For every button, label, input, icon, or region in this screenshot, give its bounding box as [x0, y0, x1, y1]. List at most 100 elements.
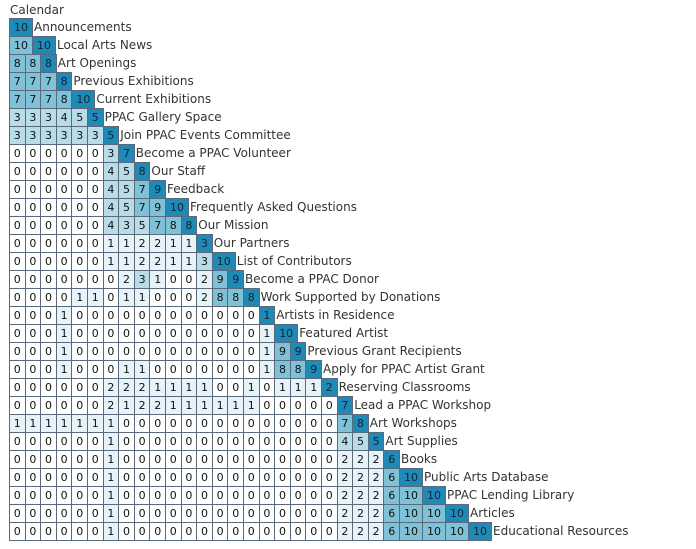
matrix-cell: 0	[87, 522, 104, 541]
matrix-cell: 0	[71, 198, 88, 217]
matrix-cell: 1	[87, 414, 104, 433]
matrix-cell: 1	[102, 486, 120, 505]
matrix-cell: 0	[211, 486, 229, 505]
row-label[interactable]: Artists in Residence	[276, 308, 395, 322]
matrix-cell: 0	[71, 180, 88, 199]
matrix-cell: 0	[321, 414, 338, 433]
matrix-cell: 0	[71, 234, 88, 253]
row-label[interactable]: Reserving Classrooms	[338, 380, 471, 394]
matrix-cell: 1	[55, 414, 73, 433]
matrix-cell: 0	[243, 342, 260, 361]
matrix-cell: 10	[422, 504, 446, 523]
matrix-cell: 0	[289, 414, 307, 433]
row-label[interactable]: Local Arts News	[57, 38, 153, 52]
matrix-cell: 0	[9, 378, 26, 397]
row-label[interactable]: Previous Exhibitions	[73, 74, 194, 88]
row-label[interactable]: Art Workshops	[369, 416, 457, 430]
matrix-cell: 7	[133, 180, 151, 199]
matrix-cell: 8	[243, 288, 260, 307]
matrix-cell: 0	[196, 450, 213, 469]
matrix-cell: 4	[102, 198, 120, 217]
matrix-cell: 2	[133, 234, 151, 253]
row-label[interactable]: Featured Artist	[299, 326, 389, 340]
matrix-cell: 1	[9, 414, 26, 433]
row-label[interactable]: Become a PPAC Volunteer	[135, 146, 291, 160]
row-label[interactable]: PPAC Lending Library	[447, 488, 575, 502]
matrix-cell: 0	[24, 252, 42, 271]
matrix-cell: 0	[180, 504, 198, 523]
matrix-cell: 2	[336, 486, 354, 505]
matrix-cell: 0	[71, 252, 88, 271]
row-label[interactable]: Our Partners	[213, 236, 290, 250]
matrix-cell: 1	[211, 396, 229, 415]
matrix-cell: 3	[40, 126, 57, 145]
matrix-cell: 0	[274, 504, 291, 523]
row-label[interactable]: Public Arts Database	[424, 470, 549, 484]
matrix-cell: 0	[87, 396, 104, 415]
row-label[interactable]: Our Staff	[151, 164, 206, 178]
matrix-cell: 2	[352, 450, 369, 469]
matrix-cell: 0	[24, 162, 42, 181]
matrix-cell: 7	[9, 72, 26, 91]
matrix-cell: 1	[243, 396, 260, 415]
matrix-cell: 0	[24, 360, 42, 379]
row-label[interactable]: Our Mission	[198, 218, 269, 232]
matrix-cell: 6	[383, 522, 400, 541]
matrix-cell: 0	[87, 270, 104, 289]
matrix-cell: 0	[24, 342, 42, 361]
row-label[interactable]: Books	[401, 452, 438, 466]
matrix-cell: 5	[87, 108, 104, 127]
matrix-cell: 0	[149, 432, 166, 451]
matrix-cell: 0	[40, 396, 57, 415]
row-label[interactable]: Art Openings	[57, 56, 137, 70]
matrix-cell: 10	[445, 504, 469, 523]
matrix-cell: 8	[9, 54, 26, 73]
row-label[interactable]: List of Contributors	[236, 254, 352, 268]
matrix-cell: 0	[211, 360, 229, 379]
row-label[interactable]: Frequently Asked Questions	[190, 200, 357, 214]
matrix-cell: 1	[180, 234, 198, 253]
row-label[interactable]: Educational Resources	[493, 524, 629, 538]
matrix-cell: 2	[336, 468, 354, 487]
matrix-cell: 5	[118, 180, 135, 199]
matrix-cell: 7	[24, 90, 42, 109]
row-label[interactable]: Announcements	[34, 20, 132, 34]
row-label[interactable]: Art Supplies	[385, 434, 458, 448]
matrix-cell: 0	[55, 468, 73, 487]
row-label[interactable]: Current Exhibitions	[96, 92, 212, 106]
matrix-cell: 0	[24, 198, 42, 217]
matrix-cell: 0	[71, 360, 88, 379]
matrix-cell: 0	[118, 324, 135, 343]
matrix-cell: 0	[55, 162, 73, 181]
matrix-cell: 0	[180, 360, 198, 379]
matrix-cell: 0	[40, 504, 57, 523]
row-label[interactable]: Become a PPAC Donor	[245, 272, 379, 286]
row-label[interactable]: Work Supported by Donations	[260, 290, 441, 304]
matrix-cell: 0	[274, 396, 291, 415]
matrix-cell: 1	[196, 396, 213, 415]
matrix-cell: 1	[102, 414, 120, 433]
matrix-cell: 0	[305, 396, 322, 415]
matrix-cell: 0	[227, 342, 244, 361]
row-label[interactable]: Feedback	[167, 182, 225, 196]
row-label[interactable]: Previous Grant Recipients	[307, 344, 462, 358]
matrix-cell: 0	[321, 486, 338, 505]
matrix-cell: 1	[102, 252, 120, 271]
row-label[interactable]: Articles	[470, 506, 515, 520]
matrix-cell: 0	[71, 144, 88, 163]
matrix-cell: 0	[40, 198, 57, 217]
row-label[interactable]: PPAC Gallery Space	[104, 110, 222, 124]
matrix-cell: 7	[24, 72, 42, 91]
matrix-cell: 2	[133, 252, 151, 271]
row-label[interactable]: Lead a PPAC Workshop	[354, 398, 492, 412]
row-label[interactable]: Join PPAC Events Committee	[120, 128, 291, 142]
matrix-cell: 1	[165, 378, 182, 397]
matrix-cell: 0	[55, 288, 73, 307]
matrix-cell: 1	[102, 432, 120, 451]
matrix-cell: 2	[102, 396, 120, 415]
matrix-cell: 0	[211, 504, 229, 523]
matrix-cell: 10	[399, 522, 423, 541]
row-label[interactable]: Apply for PPAC Artist Grant	[323, 362, 485, 376]
matrix-cell: 0	[165, 414, 182, 433]
matrix-cell: 0	[9, 144, 26, 163]
